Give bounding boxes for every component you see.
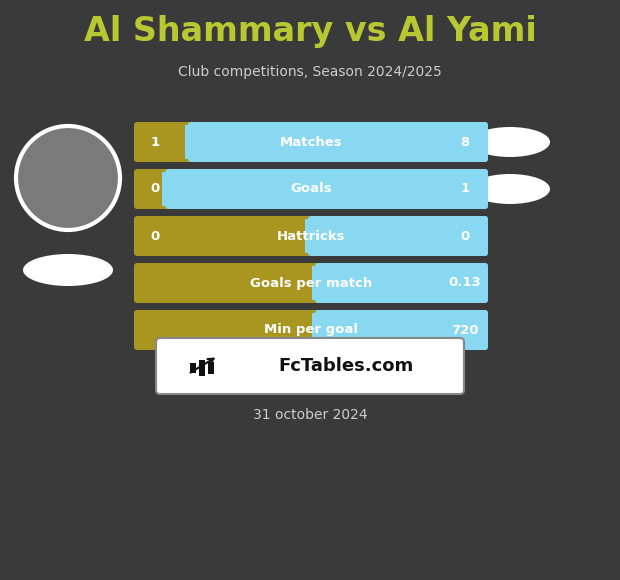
- Text: Al Shammary vs Al Yami: Al Shammary vs Al Yami: [84, 16, 536, 49]
- Bar: [312, 266, 324, 300]
- Text: 0.13: 0.13: [449, 277, 481, 289]
- Text: Min per goal: Min per goal: [264, 324, 358, 336]
- FancyBboxPatch shape: [308, 216, 488, 256]
- Text: 720: 720: [451, 324, 479, 336]
- FancyBboxPatch shape: [315, 263, 488, 303]
- Text: Goals: Goals: [290, 183, 332, 195]
- FancyBboxPatch shape: [188, 122, 488, 162]
- Text: Matches: Matches: [280, 136, 342, 148]
- Bar: [208, 362, 214, 374]
- Text: 31 october 2024: 31 october 2024: [253, 408, 367, 422]
- Bar: [305, 219, 317, 253]
- FancyBboxPatch shape: [156, 338, 464, 394]
- Circle shape: [16, 126, 120, 230]
- FancyBboxPatch shape: [134, 310, 488, 350]
- Text: FcTables.com: FcTables.com: [278, 357, 414, 375]
- Text: 1: 1: [461, 183, 469, 195]
- Ellipse shape: [23, 254, 113, 286]
- Text: 0: 0: [461, 230, 469, 242]
- Bar: [190, 363, 196, 373]
- Text: Goals per match: Goals per match: [250, 277, 372, 289]
- Text: 0: 0: [151, 183, 159, 195]
- Bar: [312, 313, 324, 347]
- FancyBboxPatch shape: [134, 263, 488, 303]
- FancyBboxPatch shape: [134, 169, 488, 209]
- Text: Club competitions, Season 2024/2025: Club competitions, Season 2024/2025: [178, 65, 442, 79]
- Text: Hattricks: Hattricks: [277, 230, 345, 242]
- FancyBboxPatch shape: [134, 122, 488, 162]
- Bar: [185, 125, 197, 159]
- Text: 8: 8: [461, 136, 469, 148]
- FancyBboxPatch shape: [166, 169, 488, 209]
- Ellipse shape: [470, 127, 550, 157]
- FancyBboxPatch shape: [315, 310, 488, 350]
- Bar: [162, 172, 174, 206]
- Text: 1: 1: [151, 136, 159, 148]
- Text: 0: 0: [151, 230, 159, 242]
- FancyBboxPatch shape: [134, 216, 488, 256]
- Bar: [199, 360, 205, 376]
- Ellipse shape: [470, 174, 550, 204]
